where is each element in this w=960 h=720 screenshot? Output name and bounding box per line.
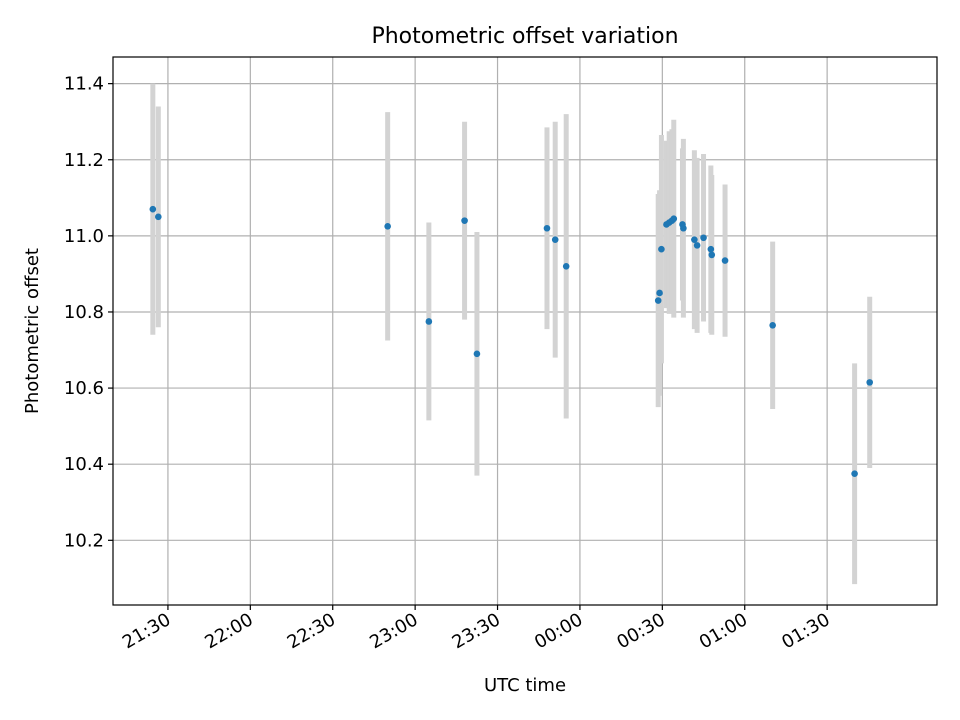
y-tick-label: 11.4 bbox=[64, 74, 104, 95]
data-point bbox=[769, 321, 776, 329]
data-point bbox=[707, 245, 715, 253]
data-point bbox=[551, 236, 559, 243]
data-point bbox=[562, 263, 570, 270]
y-tick-label: 10.2 bbox=[64, 530, 104, 551]
chart-title: Photometric offset variation bbox=[371, 24, 678, 49]
data-point bbox=[700, 234, 707, 242]
y-tick-label: 10.8 bbox=[64, 302, 104, 323]
data-point bbox=[654, 297, 662, 304]
data-point bbox=[425, 318, 433, 325]
plot-frame bbox=[112, 56, 938, 606]
y-tick-label: 11.2 bbox=[64, 150, 104, 171]
data-point bbox=[691, 236, 698, 243]
data-point bbox=[155, 213, 162, 221]
data-point bbox=[851, 470, 858, 478]
y-tick-label: 10.4 bbox=[64, 454, 104, 475]
data-point bbox=[384, 223, 391, 230]
data-points bbox=[149, 205, 874, 478]
grid bbox=[113, 57, 937, 605]
y-tick-label: 10.6 bbox=[64, 378, 104, 399]
data-point bbox=[461, 217, 468, 224]
data-point bbox=[693, 242, 701, 249]
y-tick-label: 11.0 bbox=[64, 226, 104, 247]
data-point bbox=[149, 205, 157, 213]
x-axis-label: UTC time bbox=[484, 675, 566, 696]
data-point bbox=[543, 224, 551, 232]
y-axis: 10.2 10.4 10.6 10.8 11.0 11.2 11.4 bbox=[64, 74, 113, 551]
data-point bbox=[658, 245, 665, 253]
y-axis-label: Photometric offset bbox=[22, 248, 43, 414]
data-point bbox=[656, 289, 663, 297]
data-point bbox=[721, 257, 729, 264]
data-point bbox=[680, 224, 687, 232]
data-point bbox=[473, 350, 481, 358]
data-point bbox=[670, 215, 678, 223]
data-point bbox=[866, 379, 874, 386]
data-point bbox=[708, 251, 716, 259]
